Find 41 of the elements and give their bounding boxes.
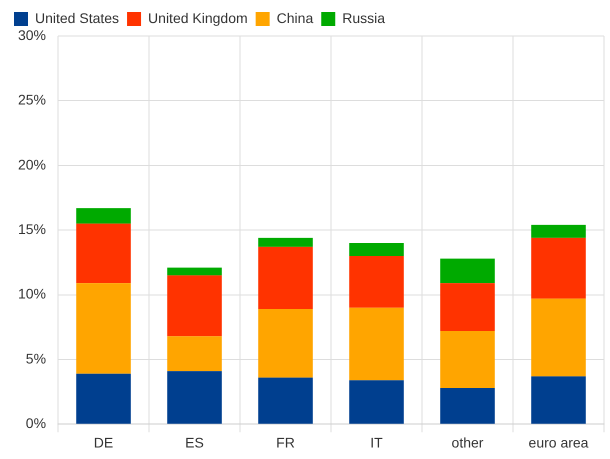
bar (76, 374, 131, 424)
bar (440, 258, 495, 284)
legend-label: United States (35, 10, 120, 26)
legend-label: China (276, 10, 314, 26)
y-tick-label: 5% (26, 350, 46, 366)
bar (531, 298, 586, 376)
bar (440, 331, 495, 388)
x-tick-label: ES (185, 434, 204, 450)
y-tick-label: 30% (18, 26, 46, 43)
bar (531, 238, 586, 299)
bar (167, 371, 222, 424)
bar (349, 380, 404, 424)
y-tick-label: 20% (18, 156, 46, 172)
bar (76, 224, 131, 284)
y-tick-label: 15% (18, 220, 46, 237)
bar (349, 243, 404, 256)
y-tick-label: 0% (26, 415, 46, 432)
bar (167, 336, 222, 372)
x-tick-label: IT (370, 434, 384, 450)
bar (531, 376, 586, 424)
legend-label: Russia (342, 10, 386, 26)
bar (531, 224, 586, 238)
y-tick-label: 25% (18, 92, 46, 108)
bar (258, 238, 313, 247)
bar (258, 246, 313, 310)
legend-label: United Kingdom (148, 10, 248, 26)
bar (440, 388, 495, 424)
bar (76, 208, 131, 224)
bar (349, 256, 404, 308)
x-tick-label: FR (276, 434, 295, 450)
bar (76, 283, 131, 374)
bar (349, 308, 404, 380)
bar (167, 268, 222, 276)
x-tick-label: DE (94, 434, 114, 450)
y-tick-label: 10% (18, 286, 46, 302)
bar (258, 378, 313, 424)
x-tick-label: other (452, 434, 484, 450)
bar (440, 283, 495, 332)
bar (258, 309, 313, 378)
bar (167, 275, 222, 336)
x-tick-label: euro area (528, 434, 589, 450)
